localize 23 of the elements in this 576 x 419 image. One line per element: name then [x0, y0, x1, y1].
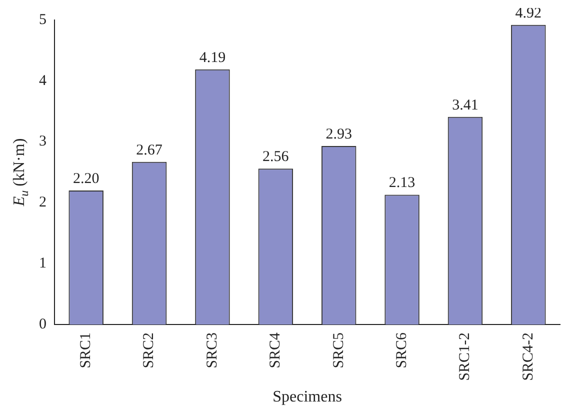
y-tick-label: 1	[39, 256, 46, 272]
x-tick-label: SRC4	[268, 332, 284, 368]
y-tick-label: 0	[39, 316, 46, 332]
y-tick-label: 4	[39, 72, 47, 89]
x-tick-label: SRC5	[330, 332, 347, 368]
data-label: 2.56	[262, 149, 290, 166]
x-tick-label: SRC1-2	[457, 332, 474, 381]
y-tick-label: 3	[39, 134, 46, 150]
data-label: 3.41	[452, 97, 478, 114]
x-tick-label: SRC3	[204, 332, 220, 368]
x-axis-title: Specimens	[272, 388, 342, 406]
data-label: 2.93	[326, 126, 352, 142]
y-tick-label: 5	[39, 12, 46, 28]
data-label: 2.13	[388, 175, 416, 192]
y-tick-label: 2	[39, 194, 46, 211]
data-label: 4.19	[199, 50, 226, 66]
x-tick-label: SRC1	[78, 332, 94, 368]
x-tick-label: SRC2	[141, 332, 158, 368]
x-tick-label: SRC6	[394, 332, 410, 368]
x-tick-label: SRC4-2	[520, 332, 536, 381]
data-label: 2.20	[72, 170, 100, 187]
y-axis-title: Eu (kN·m)	[11, 138, 32, 208]
data-label: 2.67	[136, 142, 163, 158]
